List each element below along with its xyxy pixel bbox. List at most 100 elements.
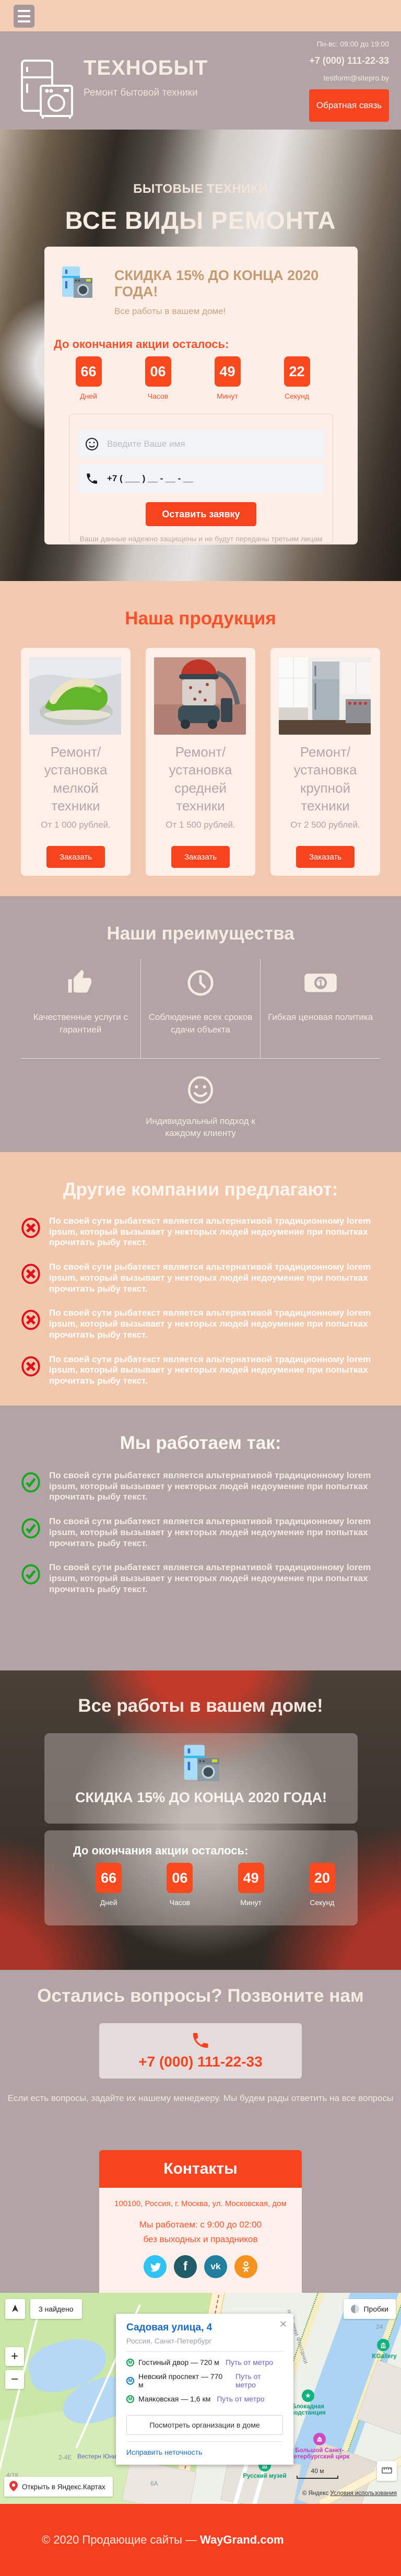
- phone-card: +7 (000) 111-22-33: [99, 2023, 302, 2079]
- metro-icon: М: [126, 2376, 134, 2385]
- check-circle-icon: [21, 1517, 41, 1539]
- header-phone[interactable]: +7 (000) 111-22-33: [309, 55, 389, 66]
- promo-subtitle: Все работы в вашем доме!: [114, 306, 226, 316]
- countdown-caption: До окончания акции осталось:: [73, 1844, 249, 1857]
- products-title: Наша продукция: [125, 608, 276, 629]
- smiley-icon: [0, 1074, 401, 1106]
- map-zoom-out-button[interactable]: −: [5, 2370, 24, 2389]
- competitor-item: По своей сути рыбатекст является альтерн…: [21, 1216, 380, 1248]
- check-circle-icon: [21, 1563, 41, 1585]
- thumbs-up-icon: [27, 968, 134, 1000]
- countdown: 66 Дней 06 Часов 49 Минут 22 Секунд: [54, 356, 348, 400]
- competitors-section: Другие компании предлагают: По своей сут…: [0, 1152, 401, 1406]
- metro-route-link[interactable]: Путь от метро: [225, 2358, 274, 2366]
- hamburger-icon: [18, 10, 30, 12]
- questions-contacts-section: Остались вопросы? Позвоните нам +7 (000)…: [0, 1970, 401, 2293]
- map-label-circus[interactable]: Большой Санкт-Петербургский цирк: [289, 2447, 350, 2460]
- product-price: От 2 500 рублей.: [290, 820, 360, 830]
- cross-circle-icon: [21, 1309, 41, 1331]
- metro-route-link[interactable]: Путь от метро: [217, 2395, 265, 2403]
- how-we-work-section: Мы работаем так: По своей сути рыбатекст…: [0, 1406, 401, 1670]
- footer-brand-link[interactable]: WayGrand.com: [200, 2533, 284, 2546]
- substation-poi-icon[interactable]: ★: [302, 2389, 314, 2402]
- header-email[interactable]: testform@sitepro.by: [323, 74, 389, 82]
- product-price: От 1 500 рублей.: [166, 820, 235, 830]
- order-button-small[interactable]: Заказать: [46, 846, 105, 868]
- promo-title: СКИДКА 15% ДО КОНЦА 2020 ГОДА!: [114, 268, 319, 299]
- map-label-russian-museum[interactable]: Русский музей: [243, 2473, 287, 2479]
- metro-row: М Невский проспект — 770 м Путь от метро: [126, 2372, 283, 2389]
- popup-pointer: [151, 2456, 162, 2463]
- countdown-minutes: 49 Минут: [216, 1863, 287, 1907]
- kgallery-poi-icon[interactable]: [377, 2339, 390, 2351]
- products-section: Наша продукция Ремонт/ установка мелкой …: [0, 581, 401, 896]
- circus-poi-icon[interactable]: [313, 2433, 326, 2445]
- map-scale: 40 м: [297, 2467, 338, 2479]
- site-subtitle: Ремонт бытовой техники: [84, 87, 198, 98]
- svg-text:1: 1: [317, 978, 323, 990]
- topbar: [0, 0, 401, 31]
- promo2-section: Все работы в вашем доме! СКИДКА 15% ДО К…: [0, 1670, 401, 1970]
- map-traffic-button[interactable]: Пробки: [344, 2299, 396, 2319]
- open-yandex-maps-button[interactable]: Открыть в Яндекс.Картах: [4, 2477, 113, 2497]
- product-title: Ремонт/ установка средней техники: [169, 744, 232, 814]
- navigation-arrow-icon: [10, 2304, 20, 2315]
- phone-input-icon: [85, 472, 101, 485]
- map-label-substation[interactable]: Блокадная подстанция: [290, 2404, 326, 2416]
- social-twitter-button[interactable]: [144, 2255, 167, 2278]
- metro-row: М Гостиный двор — 720 м Путь от метро: [126, 2358, 283, 2366]
- competitor-item: По своей сути рыбатекст является альтерн…: [21, 1354, 380, 1387]
- map-label-kgallery[interactable]: KGallery: [372, 2353, 397, 2360]
- close-icon[interactable]: ✕: [279, 2319, 287, 2329]
- metro-row: М Маяковская — 1,6 км Путь от метро: [126, 2395, 283, 2403]
- submit-lead-button[interactable]: Оставить заявку: [146, 502, 256, 526]
- order-button-large[interactable]: Заказать: [296, 846, 355, 868]
- social-ok-button[interactable]: [234, 2255, 257, 2278]
- smiley-input-icon: [85, 437, 101, 451]
- promo2-discount-card: СКИДКА 15% ДО КОНЦА 2020 ГОДА!: [44, 1733, 358, 1824]
- advantage-deadlines: Соблюдение всех сроков сдачи объекта: [140, 959, 261, 1059]
- header: ТЕХНОБЫТ Ремонт бытовой техники Пн-вс: 0…: [0, 31, 401, 130]
- promo2-discount: СКИДКА 15% ДО КОНЦА 2020 ГОДА!: [75, 1790, 327, 1805]
- countdown-seconds: 20 Секунд: [287, 1863, 358, 1907]
- social-vk-button[interactable]: vk: [204, 2255, 227, 2278]
- map-found-badge[interactable]: 3 найдено: [30, 2299, 82, 2319]
- map-locate-button[interactable]: [5, 2299, 25, 2319]
- feedback-button[interactable]: Обратная связь: [309, 89, 389, 122]
- countdown: 66 Дней 06 Часов 49 Минут 20 Секунд: [73, 1863, 358, 1907]
- advantage-individual: Индивидуальный подход к каждому клиенту: [0, 1074, 401, 1140]
- popup-address-link[interactable]: Садовая улица, 4: [126, 2322, 213, 2333]
- map-zoom-in-button[interactable]: +: [5, 2347, 24, 2366]
- hero-kicker: БЫТОВЫЕ ТЕХНИКИ: [133, 182, 268, 196]
- map-terms-link[interactable]: Условия использования: [330, 2490, 397, 2497]
- map-label-western-union[interactable]: Вестерн Юнион: [77, 2453, 124, 2460]
- footer: © 2020 Продающие сайты — WayGrand.com: [0, 2504, 401, 2576]
- contact-phone[interactable]: +7 (000) 111-22-33: [138, 2053, 263, 2070]
- social-facebook-button[interactable]: f: [174, 2255, 197, 2278]
- yandex-map[interactable]: наб. реки Фонтанки Кленовая ул. Кленовая…: [0, 2293, 401, 2504]
- metro-icon: М: [126, 2358, 134, 2366]
- clock-icon: [147, 968, 254, 1000]
- fix-inaccuracy-link[interactable]: Исправить неточность: [126, 2448, 203, 2456]
- cross-circle-icon: [21, 1217, 41, 1239]
- hero-title: ВСЕ ВИДЫ РЕМОНТА: [65, 206, 336, 234]
- promo-card: СКИДКА 15% ДО КОНЦА 2020 ГОДА! Все работ…: [44, 247, 358, 544]
- privacy-note: Ваши данные надежно защищены и не будут …: [79, 535, 323, 543]
- metro-route-link[interactable]: Путь от метро: [235, 2372, 261, 2389]
- contacts-card: Контакты 100100, Россия, г. Москва, ул. …: [99, 2150, 302, 2293]
- competitor-item: По своей сути рыбатекст является альтерн…: [21, 1308, 380, 1340]
- name-input[interactable]: [101, 438, 317, 450]
- contacts-hours-extra: без выходных и праздников: [143, 2234, 258, 2244]
- vk-icon: vk: [210, 2261, 221, 2271]
- phone-input[interactable]: [101, 473, 317, 484]
- how-we-work-title: Мы работаем так:: [120, 1433, 281, 1453]
- hamburger-menu-button[interactable]: [14, 5, 34, 28]
- advantage-pricing: 1 Гибкая ценовая политика: [261, 959, 381, 1059]
- product-card-large: Ремонт/ установка крупной техники От 2 5…: [270, 648, 380, 876]
- countdown-hours: 06 Часов: [144, 1863, 215, 1907]
- phone-field-row: [78, 465, 324, 493]
- map-ruler-button[interactable]: [377, 2461, 397, 2481]
- view-organizations-button[interactable]: Посмотреть организации в доме: [126, 2415, 283, 2435]
- order-button-medium[interactable]: Заказать: [171, 846, 230, 868]
- check-circle-icon: [21, 1471, 41, 1493]
